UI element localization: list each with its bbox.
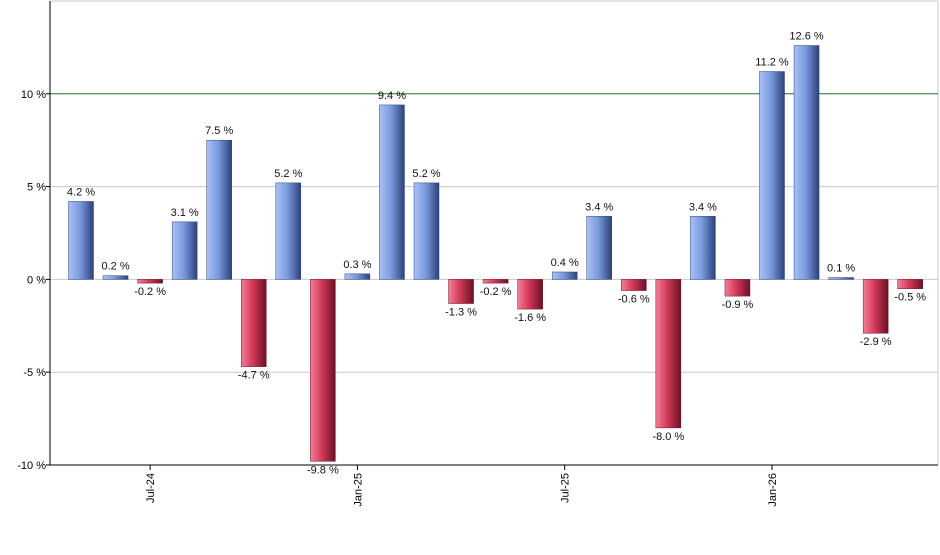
bar-value-label: 3.4 %	[585, 201, 613, 213]
bar-value-label: 5.2 %	[274, 168, 302, 180]
bar	[551, 271, 578, 280]
bar-value-label: 4.2 %	[67, 186, 95, 198]
bar-value-label: -4.7 %	[238, 370, 270, 382]
bar	[690, 216, 716, 280]
bar	[344, 273, 371, 280]
bar	[241, 279, 267, 367]
data-labels: 4.2 % 0.2 % -0.2 % 3.1 % 7.5 % -4.7 % 5.2 % -9.…	[67, 31, 926, 477]
bar	[759, 71, 785, 280]
bar	[586, 216, 612, 280]
bar-value-label: 12.6 %	[789, 31, 823, 43]
bar-value-label: 3.4 %	[689, 201, 717, 213]
bar-value-label: -1.6 %	[514, 312, 546, 324]
bar	[102, 275, 129, 280]
bar	[482, 279, 509, 284]
x-tick-label: Jan-26	[767, 473, 779, 507]
y-tick-label: 0 %	[27, 274, 46, 286]
y-tick-label: 5 %	[27, 182, 46, 194]
bar	[68, 201, 94, 280]
bar	[793, 45, 820, 280]
bar	[828, 277, 854, 280]
x-tick-label: Jul-25	[560, 473, 572, 503]
bar	[655, 279, 682, 429]
y-tick-label: 10 %	[21, 89, 46, 101]
bar	[724, 279, 751, 297]
bar-value-label: -8.0 %	[652, 431, 684, 443]
bar	[862, 279, 889, 334]
bar-value-label: 0.1 %	[827, 263, 855, 275]
bar	[897, 279, 923, 289]
bar-value-label: -1.3 %	[445, 307, 477, 319]
bar	[310, 279, 336, 462]
bar	[413, 182, 440, 280]
bar-value-label: -0.6 %	[618, 294, 650, 306]
bar-value-label: -0.2 %	[480, 286, 512, 298]
bar	[206, 139, 232, 280]
bar-value-label: -2.9 %	[860, 336, 892, 348]
bar-value-label: 5.2 %	[412, 168, 440, 180]
bar-value-label: 3.1 %	[171, 207, 199, 219]
bar	[448, 279, 474, 304]
axes: 10 % 5 % 0 % -5 % -10 % Jul-24 Jan-25 Jul-25 Jan…	[17, 1, 938, 507]
bar-value-label: -0.2 %	[134, 286, 166, 298]
bar	[621, 279, 647, 291]
bars	[68, 45, 923, 462]
bar	[517, 279, 543, 310]
bar-value-label: 11.2 %	[755, 57, 789, 69]
bar	[379, 104, 405, 280]
bar	[137, 279, 163, 284]
bar-value-label: 0.4 %	[551, 257, 579, 269]
bar-value-label: -0.5 %	[894, 292, 926, 304]
x-tick-label: Jul-24	[145, 473, 157, 503]
x-tick-label: Jan-25	[352, 473, 364, 507]
bar-value-label: -0.9 %	[722, 299, 754, 311]
bar-value-label: 7.5 %	[205, 125, 233, 137]
y-tick-label: -10 %	[17, 460, 46, 472]
bar-value-label: 0.3 %	[343, 259, 371, 271]
bar-value-label: 0.2 %	[101, 261, 129, 273]
bar	[171, 221, 198, 280]
bar-value-label: -9.8 %	[307, 464, 339, 476]
bar	[275, 182, 302, 280]
bar-value-label: 9.4 %	[378, 90, 406, 102]
y-tick-label: -5 %	[23, 367, 46, 379]
